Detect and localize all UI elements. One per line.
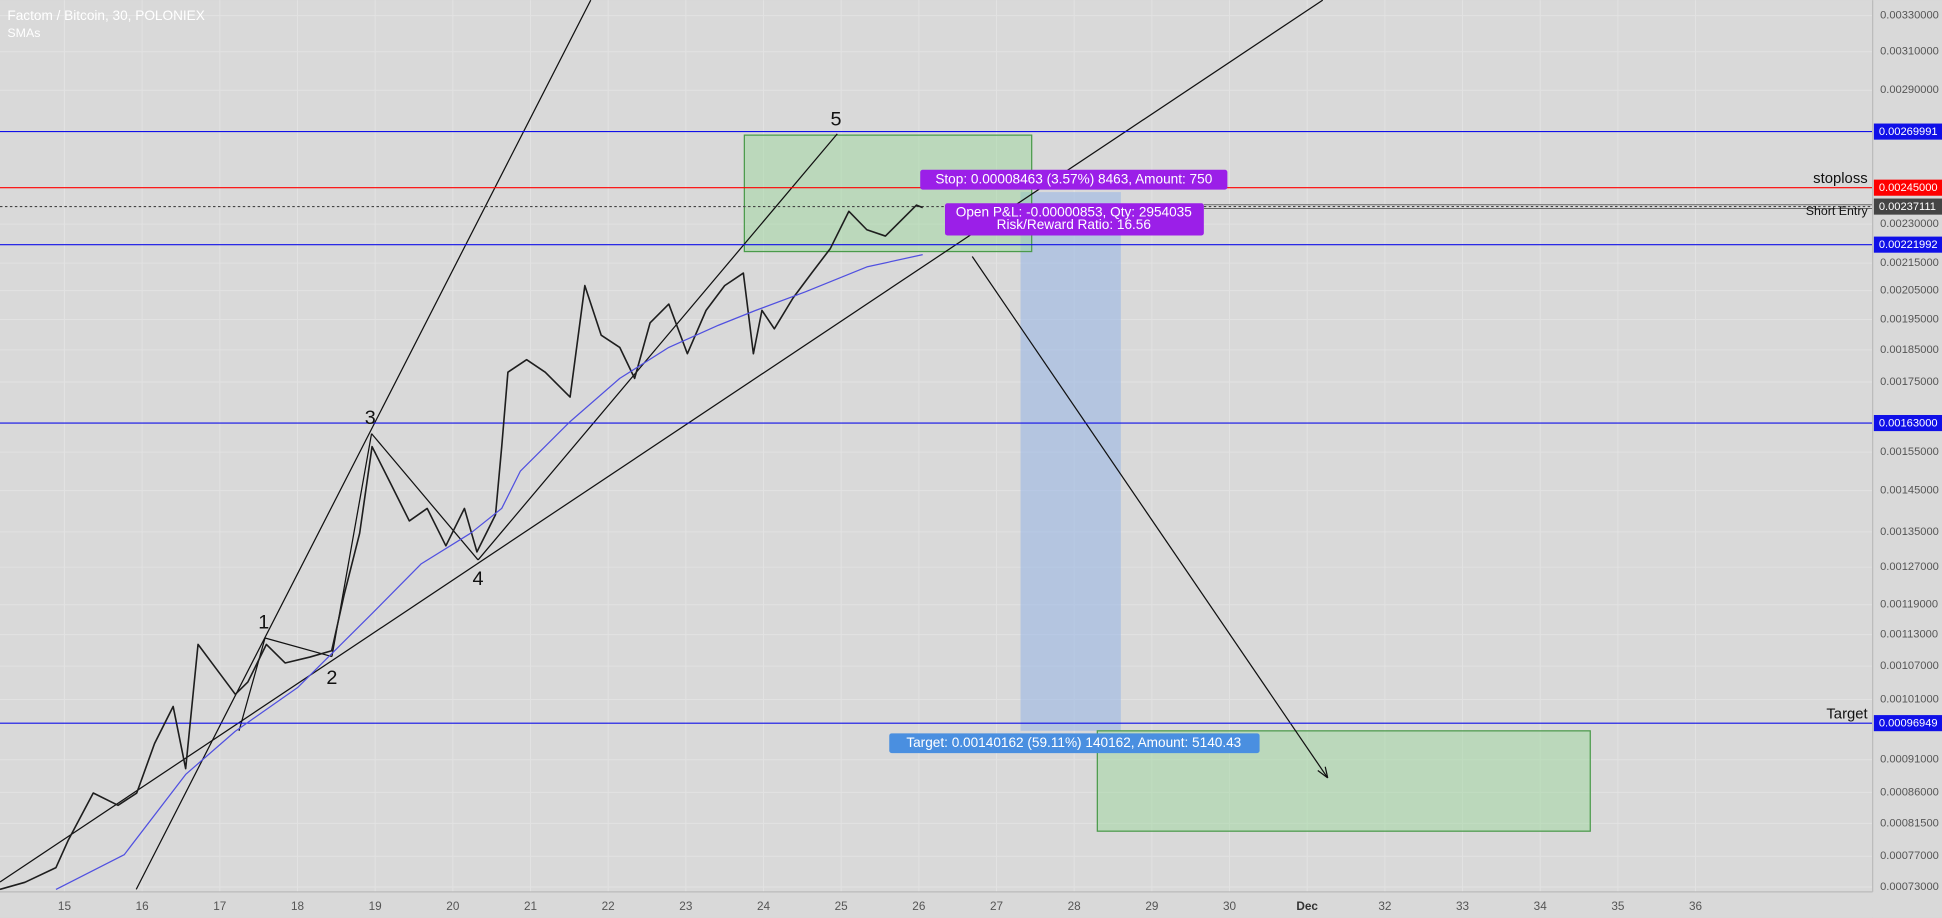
x-tick-label: 32: [1378, 900, 1391, 913]
x-tick-label: 26: [912, 900, 926, 913]
y-tick-label: 0.00175000: [1880, 376, 1939, 388]
wave-label: 2: [326, 667, 337, 689]
level-tag: [1873, 123, 1942, 140]
y-tick-label: 0.00135000: [1880, 526, 1939, 538]
y-tick-label: 0.00077000: [1880, 850, 1939, 862]
x-tick-label: 18: [291, 900, 305, 913]
wave-label: 3: [365, 407, 376, 429]
wave-label: 1: [258, 611, 269, 633]
chart-title: Factom / Bitcoin, 30, POLONIEX: [7, 8, 204, 23]
annotation-box: [889, 733, 1260, 754]
plot: 1 2 3 4 5 Stop: 0.00008463 (3.57%) 8463, Amou…: [0, 108, 1873, 891]
y-tick-label: 0.00290000: [1880, 84, 1939, 96]
y-tick-label: 0.00215000: [1880, 257, 1939, 269]
x-tick-label: 29: [1145, 900, 1158, 913]
wave-label: 5: [830, 108, 841, 130]
y-tick-label: 0.00091000: [1880, 754, 1939, 766]
level-tag-label: 0.00237111: [1879, 201, 1936, 213]
x-tick-label: 20: [446, 900, 460, 913]
x-tick-label: 35: [1611, 900, 1625, 913]
x-tick-label: 27: [990, 900, 1003, 913]
y-tick-label: 0.00073000: [1880, 881, 1939, 893]
drawings: [0, 0, 1329, 890]
level-tag: [1873, 415, 1942, 432]
x-tick-label: 22: [602, 900, 615, 913]
y-tick-label: 0.00330000: [1880, 10, 1939, 22]
annotation-box: [944, 203, 1204, 236]
x-tick-label: 16: [136, 900, 150, 913]
x-tick-label: 17: [213, 900, 226, 913]
y-tick-label: 0.00113000: [1880, 629, 1938, 641]
arrow-line: [971, 256, 1329, 779]
y-tick-label: 0.00310000: [1880, 46, 1939, 58]
x-tick-label: 36: [1689, 900, 1703, 913]
annotation-text: Risk/Reward Ratio: 16.56: [997, 217, 1151, 232]
y-axis-area: [1872, 0, 1942, 918]
level-tag-label: 0.00096949: [1879, 718, 1938, 730]
annotation-box: [920, 169, 1228, 190]
y-tick-label: 0.00155000: [1880, 446, 1939, 458]
level-tag: [1873, 179, 1942, 196]
wave-label: 4: [473, 568, 484, 590]
x-tick-label: 19: [369, 900, 382, 913]
price-line: [0, 204, 923, 891]
x-tick-label: 33: [1456, 900, 1470, 913]
risk-zone: [1020, 192, 1121, 731]
x-tick-label: 25: [835, 900, 849, 913]
annotation-text: Target: 0.00140162 (59.11%) 140162, Amou…: [906, 735, 1241, 750]
y-tick-label: 0.00081500: [1880, 817, 1939, 829]
y-tick-label: 0.00127000: [1880, 561, 1939, 573]
arrow-head: [1317, 766, 1329, 779]
x-tick-label: 23: [679, 900, 693, 913]
wave-line: [238, 637, 266, 732]
y-tick-label: 0.00145000: [1880, 485, 1939, 497]
y-tick-label: 0.00205000: [1880, 285, 1939, 297]
price-line: [55, 254, 923, 890]
y-tick-label: 0.00107000: [1880, 660, 1939, 672]
level-tag: [1873, 715, 1942, 732]
x-axis-area: [0, 891, 1942, 918]
trend-line: [0, 0, 1324, 883]
x-tick-label: 34: [1534, 900, 1548, 913]
y-tick-label: 0.00086000: [1880, 786, 1939, 798]
level-tag-label: 0.00221992: [1879, 239, 1938, 251]
axes: 0.00330000 0.00310000 0.00290000 0.00230000…: [58, 10, 1942, 913]
level-name: Short Entry: [1806, 204, 1869, 218]
x-tick-label: 15: [58, 900, 72, 913]
y-tick-label: 0.00195000: [1880, 313, 1939, 325]
annotation-text: Open P&L: -0.00000853, Qty: 2954035: [956, 205, 1192, 220]
x-tick-label: 30: [1223, 900, 1237, 913]
level-tag-label: 0.00245000: [1879, 182, 1938, 194]
wave-line: [477, 133, 838, 561]
y-tick-label: 0.00185000: [1880, 344, 1939, 356]
y-tick-label: 0.00230000: [1880, 218, 1939, 230]
x-tick-label: 24: [757, 900, 771, 913]
y-tick-label: 0.00119000: [1880, 599, 1938, 611]
level-tag: [1873, 198, 1942, 215]
level-name: Target: [1826, 706, 1868, 722]
annotation-text: Stop: 0.00008463 (3.57%) 8463, Amount: 7…: [935, 171, 1212, 186]
x-tick-label: Dec: [1296, 900, 1318, 913]
x-tick-label: 21: [524, 900, 537, 913]
level-name: stoploss: [1813, 171, 1868, 187]
y-tick-label: 0.00101000: [1880, 693, 1939, 705]
chart-subtitle: SMAs: [7, 26, 40, 40]
x-tick-label: 28: [1068, 900, 1082, 913]
level-tag-label: 0.00163000: [1879, 418, 1938, 430]
level-tag: [1873, 236, 1942, 253]
level-tag-label: 0.00269991: [1879, 126, 1938, 138]
